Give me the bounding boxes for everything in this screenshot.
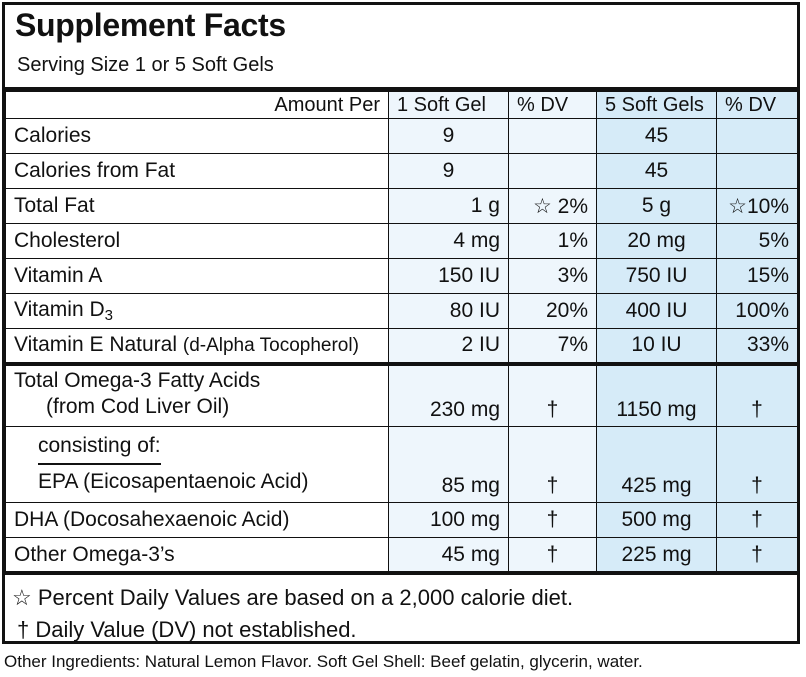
nutrient-name-text: Vitamin E Natural	[14, 333, 178, 357]
amount-one: 230 mg	[388, 361, 509, 427]
dv-one: †	[508, 361, 597, 427]
panel-title: Supplement Facts	[15, 7, 286, 43]
table-row: Total Fat 1 g ☆ 2% 5 g ☆10%	[5, 188, 798, 224]
header-dv-one: % DV	[508, 87, 597, 119]
table-row: Vitamin E Natural (d-Alpha Tocopherol) 2…	[5, 328, 798, 364]
nutrient-name: Cholesterol	[5, 223, 389, 259]
table-row: Vitamin A 150 IU 3% 750 IU 15%	[5, 258, 798, 294]
dv-five	[716, 118, 798, 154]
amount-five: 45	[596, 118, 717, 154]
dv-five: 100%	[716, 293, 798, 329]
amount-five: 500 mg	[596, 502, 717, 538]
amount-one: 4 mg	[388, 223, 509, 259]
nutrient-name: Calories	[5, 118, 389, 154]
nutrient-name-detail: (from Cod Liver Oil)	[46, 394, 230, 418]
dv-one: †	[508, 426, 597, 503]
nutrient-name: Vitamin D3	[5, 293, 389, 329]
dv-five: 5%	[716, 223, 798, 259]
nutrient-name-text: Total Omega-3 Fatty Acids	[14, 368, 261, 392]
footnote-dagger: † Daily Value (DV) not established.	[17, 617, 357, 642]
other-ingredients: Other Ingredients: Natural Lemon Flavor.…	[4, 652, 643, 671]
table-row: Calories from Fat 9 45	[5, 153, 798, 189]
amount-five: 750 IU	[596, 258, 717, 294]
amount-one: 45 mg	[388, 537, 509, 573]
amount-one: 1 g	[388, 188, 509, 224]
nutrient-name: Calories from Fat	[5, 153, 389, 189]
dv-one: †	[508, 502, 597, 538]
dv-five: †	[716, 537, 798, 573]
nutrient-name: Total Omega-3 Fatty Acids (from Cod Liver…	[5, 361, 389, 427]
nutrient-name-text: EPA (Eicosapentaenoic Acid)	[38, 470, 309, 493]
dv-one: 20%	[508, 293, 597, 329]
dv-one: †	[508, 537, 597, 573]
amount-one: 85 mg	[388, 426, 509, 503]
header-amount-per: Amount Per	[5, 87, 389, 119]
table-row: Vitamin D3 80 IU 20% 400 IU 100%	[5, 293, 798, 329]
dv-one: ☆ 2%	[508, 188, 597, 224]
dv-five: 15%	[716, 258, 798, 294]
amount-one: 100 mg	[388, 502, 509, 538]
nutrient-subscript: 3	[104, 307, 113, 324]
amount-one: 150 IU	[388, 258, 509, 294]
amount-five: 10 IU	[596, 328, 717, 364]
nutrient-name: Total Fat	[5, 188, 389, 224]
table-row: Cholesterol 4 mg 1% 20 mg 5%	[5, 223, 798, 259]
amount-one: 9	[388, 118, 509, 154]
amount-five: 225 mg	[596, 537, 717, 573]
footnote-star: ☆ Percent Daily Values are based on a 2,…	[12, 585, 574, 610]
nutrient-name: DHA (Docosahexaenoic Acid)	[5, 502, 389, 538]
amount-five: 5 g	[596, 188, 717, 224]
nutrient-name-text: Vitamin D	[14, 298, 105, 321]
header-five-softgels: 5 Soft Gels	[596, 87, 717, 119]
header-one-softgel: 1 Soft Gel	[388, 87, 509, 119]
table-row: consisting of: EPA (Eicosapentaenoic Acid…	[5, 426, 798, 503]
amount-five: 1150 mg	[596, 361, 717, 427]
dv-one	[508, 118, 597, 154]
nutrient-name-detail: (d-Alpha Tocopherol)	[182, 335, 359, 357]
dv-five: †	[716, 502, 798, 538]
nutrient-name: Vitamin E Natural (d-Alpha Tocopherol)	[5, 328, 389, 364]
dv-one: 7%	[508, 328, 597, 364]
amount-one: 9	[388, 153, 509, 189]
serving-size: Serving Size 1 or 5 Soft Gels	[17, 54, 274, 76]
amount-five: 45	[596, 153, 717, 189]
dv-five	[716, 153, 798, 189]
dv-five: †	[716, 361, 798, 427]
dv-five: 33%	[716, 328, 798, 364]
footnotes: ☆ Percent Daily Values are based on a 2,…	[5, 571, 797, 642]
amount-five: 20 mg	[596, 223, 717, 259]
nutrient-name: consisting of: EPA (Eicosapentaenoic Acid…	[5, 426, 389, 503]
table-row: Calories 9 45	[5, 118, 798, 154]
dv-five: †	[716, 426, 798, 503]
dv-five: ☆10%	[716, 188, 798, 224]
amount-one: 80 IU	[388, 293, 509, 329]
amount-one: 2 IU	[388, 328, 509, 364]
amount-five: 425 mg	[596, 426, 717, 503]
table-row: Other Omega-3’s 45 mg † 225 mg †	[5, 537, 798, 573]
header-dv-five: % DV	[716, 87, 798, 119]
supplement-facts-panel: Supplement Facts Serving Size 1 or 5 Sof…	[2, 2, 800, 644]
table-row: DHA (Docosahexaenoic Acid) 100 mg † 500 …	[5, 502, 798, 538]
consisting-of-label: consisting of:	[38, 429, 161, 465]
nutrient-name: Other Omega-3’s	[5, 537, 389, 573]
dv-one	[508, 153, 597, 189]
table-header-row: Amount Per 1 Soft Gel % DV 5 Soft Gels %…	[5, 87, 798, 119]
amount-five: 400 IU	[596, 293, 717, 329]
nutrient-name: Vitamin A	[5, 258, 389, 294]
dv-one: 1%	[508, 223, 597, 259]
table-row: Total Omega-3 Fatty Acids (from Cod Liver…	[5, 361, 798, 427]
dv-one: 3%	[508, 258, 597, 294]
facts-table: Amount Per 1 Soft Gel % DV 5 Soft Gels %…	[5, 87, 798, 573]
